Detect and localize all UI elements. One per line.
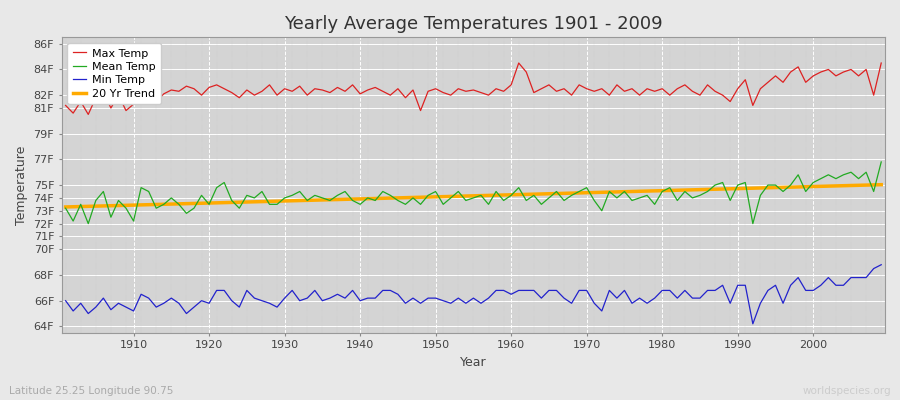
- Mean Temp: [83, 221, 94, 226]
- Max Temp: [60, 103, 71, 108]
- Max Temp: [294, 84, 305, 88]
- Mean Temp: [60, 206, 71, 210]
- Title: Yearly Average Temperatures 1901 - 2009: Yearly Average Temperatures 1901 - 2009: [284, 15, 662, 33]
- 20 Yr Trend: [506, 192, 517, 197]
- Max Temp: [83, 112, 94, 117]
- Min Temp: [876, 262, 886, 267]
- 20 Yr Trend: [287, 198, 298, 203]
- Max Temp: [521, 70, 532, 74]
- Line: Min Temp: Min Temp: [66, 265, 881, 324]
- Min Temp: [332, 292, 343, 297]
- Min Temp: [287, 288, 298, 293]
- Mean Temp: [128, 219, 139, 224]
- Legend: Max Temp, Mean Temp, Min Temp, 20 Yr Trend: Max Temp, Mean Temp, Min Temp, 20 Yr Tre…: [68, 43, 161, 104]
- Y-axis label: Temperature: Temperature: [15, 145, 28, 225]
- Min Temp: [499, 288, 509, 293]
- 20 Yr Trend: [499, 192, 509, 197]
- 20 Yr Trend: [597, 190, 608, 195]
- Mean Temp: [604, 189, 615, 194]
- Line: Max Temp: Max Temp: [66, 63, 881, 114]
- Max Temp: [506, 82, 517, 87]
- Mean Temp: [339, 189, 350, 194]
- Max Temp: [128, 102, 139, 106]
- Max Temp: [611, 82, 622, 87]
- Text: Latitude 25.25 Longitude 90.75: Latitude 25.25 Longitude 90.75: [9, 386, 174, 396]
- Mean Temp: [506, 193, 517, 198]
- Max Temp: [513, 61, 524, 66]
- Line: 20 Yr Trend: 20 Yr Trend: [66, 185, 881, 207]
- X-axis label: Year: Year: [460, 356, 487, 369]
- Min Temp: [506, 292, 517, 297]
- 20 Yr Trend: [332, 197, 343, 202]
- 20 Yr Trend: [60, 204, 71, 209]
- Line: Mean Temp: Mean Temp: [66, 162, 881, 224]
- Mean Temp: [513, 185, 524, 190]
- Max Temp: [339, 89, 350, 94]
- Text: worldspecies.org: worldspecies.org: [803, 386, 891, 396]
- Min Temp: [597, 308, 608, 313]
- 20 Yr Trend: [121, 203, 131, 208]
- Min Temp: [121, 305, 131, 310]
- Mean Temp: [294, 189, 305, 194]
- 20 Yr Trend: [876, 182, 886, 187]
- Mean Temp: [876, 160, 886, 164]
- Min Temp: [60, 298, 71, 303]
- Min Temp: [747, 322, 758, 326]
- Max Temp: [876, 61, 886, 66]
